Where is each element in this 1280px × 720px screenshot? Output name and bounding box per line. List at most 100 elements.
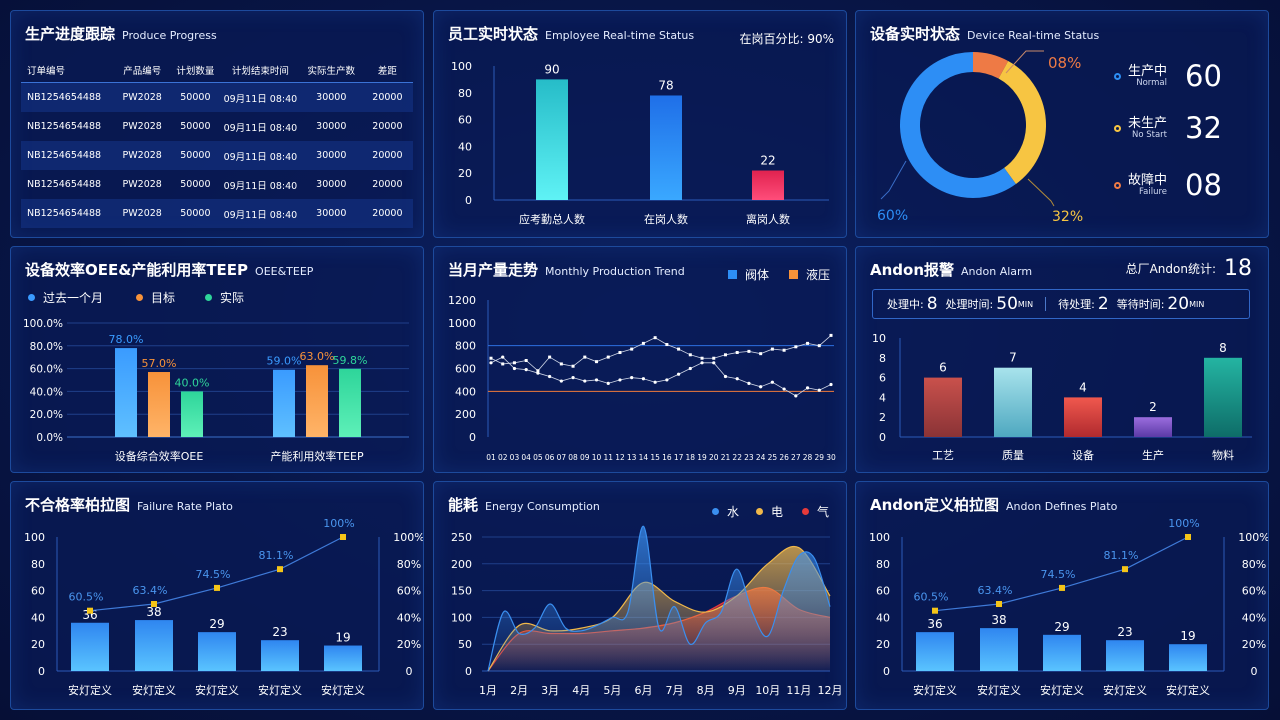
data-point xyxy=(653,380,657,384)
dot-icon xyxy=(802,508,809,515)
bar xyxy=(71,622,109,671)
data-point xyxy=(512,361,516,365)
x-tick-label: 21 xyxy=(721,453,731,462)
table-row[interactable]: NB1254654488 PW2028 50000 09月11日 08:40 30000… xyxy=(21,112,413,141)
data-point xyxy=(536,371,540,375)
cell: 50000 xyxy=(180,179,211,190)
legend-water[interactable]: 水 xyxy=(712,503,739,520)
cell: PW2028 xyxy=(122,121,162,132)
y-tick-label: 800 xyxy=(455,340,476,353)
data-point xyxy=(688,353,692,357)
x-tick-label: 16 xyxy=(662,453,672,462)
legend-sub: Normal xyxy=(1136,77,1168,88)
cumulative-label: 63.4% xyxy=(978,584,1013,597)
bar xyxy=(261,640,299,671)
cell: 09月11日 08:40 xyxy=(223,180,298,192)
x-tick-label: 11月 xyxy=(786,684,811,697)
bar xyxy=(181,391,203,437)
data-point xyxy=(770,347,774,351)
slice-label: 32% xyxy=(1052,209,1083,225)
legend-label: 气 xyxy=(817,505,830,519)
data-point xyxy=(723,374,728,379)
cell: 50000 xyxy=(180,92,211,103)
y-tick-label: 0 xyxy=(465,665,472,678)
bar xyxy=(924,377,962,437)
table-row[interactable]: NB1254654488 PW2028 50000 09月11日 08:40 30000… xyxy=(21,141,413,170)
panel-title: Andon报警 Andon Alarm xyxy=(870,259,1032,280)
cumulative-label: 81.1% xyxy=(1104,549,1139,562)
data-point xyxy=(676,372,681,376)
legend-sub: Failure xyxy=(1139,186,1168,197)
y-tick-label: 200 xyxy=(451,558,472,571)
legend-normal[interactable]: 生产中 Normal 60 xyxy=(1114,59,1222,93)
donut-slice xyxy=(972,52,1009,79)
proc-time-value: 50 xyxy=(996,294,1018,314)
bar xyxy=(198,632,236,671)
data-point xyxy=(747,349,751,353)
ring-icon xyxy=(1114,72,1121,80)
y2-tick-label: 40% xyxy=(397,611,421,624)
legend-label: 故障中 xyxy=(1128,172,1168,188)
y-tick-label: 250 xyxy=(451,531,472,544)
y-tick-label: 200 xyxy=(455,408,476,421)
slice-label: 08% xyxy=(1048,54,1081,72)
x-tick-label: 生产 xyxy=(1142,448,1164,462)
x-tick-label: 24 xyxy=(756,453,766,462)
legend-failure[interactable]: 故障中 Failure 08 xyxy=(1114,168,1222,202)
data-point xyxy=(641,377,646,381)
data-point xyxy=(524,359,528,363)
title-en: Andon Alarm xyxy=(961,265,1033,278)
x-tick-label: 3月 xyxy=(541,684,559,697)
table-row[interactable]: NB1254654488 PW2028 50000 09月11日 08:40 30000… xyxy=(21,170,413,199)
title-text: Andon报警 xyxy=(870,261,955,279)
x-tick-label: 02 xyxy=(498,453,508,462)
legend-gas[interactable]: 气 xyxy=(802,503,829,520)
legend-valve[interactable]: 阀体 xyxy=(728,266,769,283)
bar xyxy=(306,365,328,437)
header-gap: 差距 xyxy=(377,66,397,77)
title-en: Failure Rate Plato xyxy=(137,500,233,513)
table-row[interactable]: NB1254654488 PW2028 50000 09月11日 08:40 30000… xyxy=(21,83,413,112)
title-en: OEE&TEEP xyxy=(255,265,314,278)
bar xyxy=(1106,640,1144,671)
proc-time-label: 处理时间: xyxy=(945,298,994,311)
cell: 50000 xyxy=(180,208,211,219)
legend-actual[interactable]: 实际 xyxy=(205,289,244,306)
x-tick-label: 13 xyxy=(627,453,637,462)
bar xyxy=(148,372,170,437)
bar-value: 59.8% xyxy=(333,354,368,367)
cumulative-label: 74.5% xyxy=(1041,568,1076,581)
legend-hydraulic[interactable]: 液压 xyxy=(789,266,830,283)
legend-electric[interactable]: 电 xyxy=(756,503,783,520)
y-tick-label: 600 xyxy=(455,363,476,376)
pending-label: 待处理: xyxy=(1058,298,1095,311)
bar xyxy=(324,645,362,671)
table-row[interactable]: NB1254654488 PW2028 50000 09月11日 08:40 30000… xyxy=(21,199,413,228)
header-plan-qty: 计划数量 xyxy=(176,66,215,77)
y-tick-label: 40 xyxy=(876,611,890,624)
device-status-panel: 设备实时状态 Device Real-time Status 08% 32% 60% … xyxy=(855,10,1269,238)
legend-target[interactable]: 目标 xyxy=(136,289,175,306)
data-point xyxy=(524,368,528,372)
data-point xyxy=(688,366,692,371)
legend-no-start[interactable]: 未生产 No Start 32 xyxy=(1114,111,1222,145)
y2-tick-label: 0 xyxy=(406,665,413,678)
bar xyxy=(1043,634,1081,671)
data-point xyxy=(583,379,587,383)
bar-value: 4 xyxy=(1079,380,1087,394)
square-icon xyxy=(728,270,737,279)
title-en: Monthly Production Trend xyxy=(545,265,685,278)
legend-last-month[interactable]: 过去一个月 xyxy=(28,289,103,306)
bar-value: 7 xyxy=(1009,351,1017,365)
data-point xyxy=(536,369,540,373)
data-point xyxy=(759,385,763,389)
x-tick-label: 安灯定义 xyxy=(195,683,239,697)
bar xyxy=(1169,644,1207,671)
bar-value: 63.0% xyxy=(300,350,335,363)
processing-value: 8 xyxy=(926,294,938,314)
dot-icon xyxy=(756,508,763,515)
y-tick-label: 80 xyxy=(31,558,45,571)
x-tick-label: 06 xyxy=(545,453,555,462)
x-tick-label: 08 xyxy=(568,453,578,462)
cumulative-label: 63.4% xyxy=(133,584,168,597)
